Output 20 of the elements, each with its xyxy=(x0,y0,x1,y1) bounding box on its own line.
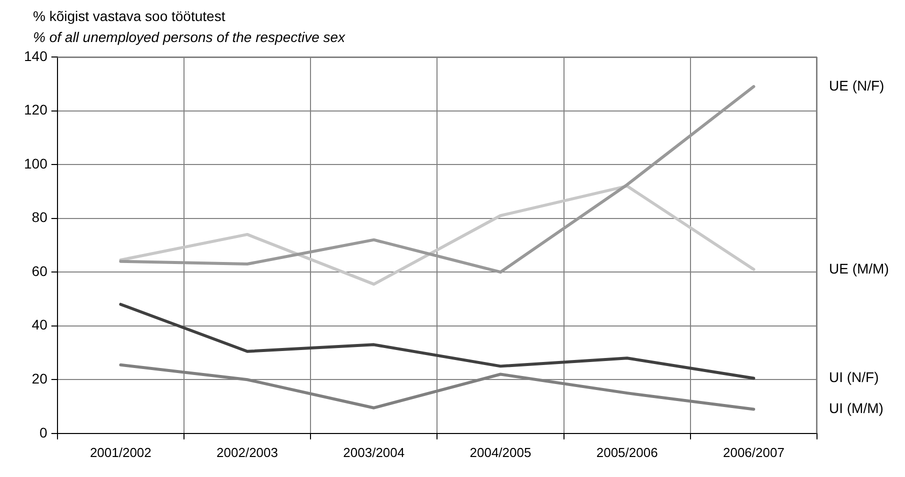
y-tick-label: 80 xyxy=(32,209,48,226)
y-tick-label: 140 xyxy=(24,48,48,64)
x-tick-label: 2004/2005 xyxy=(470,444,532,460)
x-tick-label: 2001/2002 xyxy=(90,444,152,460)
y-tick-label: 100 xyxy=(24,155,48,172)
text: UI (M/M) xyxy=(829,400,884,416)
y-tick-label: 20 xyxy=(32,370,48,386)
y-tick-label: 40 xyxy=(32,316,48,333)
y-tick-label: 0 xyxy=(40,424,48,440)
x-tick-label: 2006/2007 xyxy=(722,444,784,460)
chart-subtitle: % of all unemployed persons of the respective sex xyxy=(33,29,346,45)
text: UI (N/F) xyxy=(829,369,879,386)
text: UE (M/M) xyxy=(829,260,889,276)
x-tick-label: 2003/2004 xyxy=(343,444,405,460)
x-tick-label: 2002/2003 xyxy=(216,444,278,460)
text: UE (N/F) xyxy=(829,77,884,94)
chart-title: % kõigist vastava soo töötutest xyxy=(33,8,226,24)
x-tick-label: 2005/2006 xyxy=(596,444,658,460)
y-tick-label: 60 xyxy=(32,262,48,279)
y-tick-label: 120 xyxy=(24,102,48,118)
